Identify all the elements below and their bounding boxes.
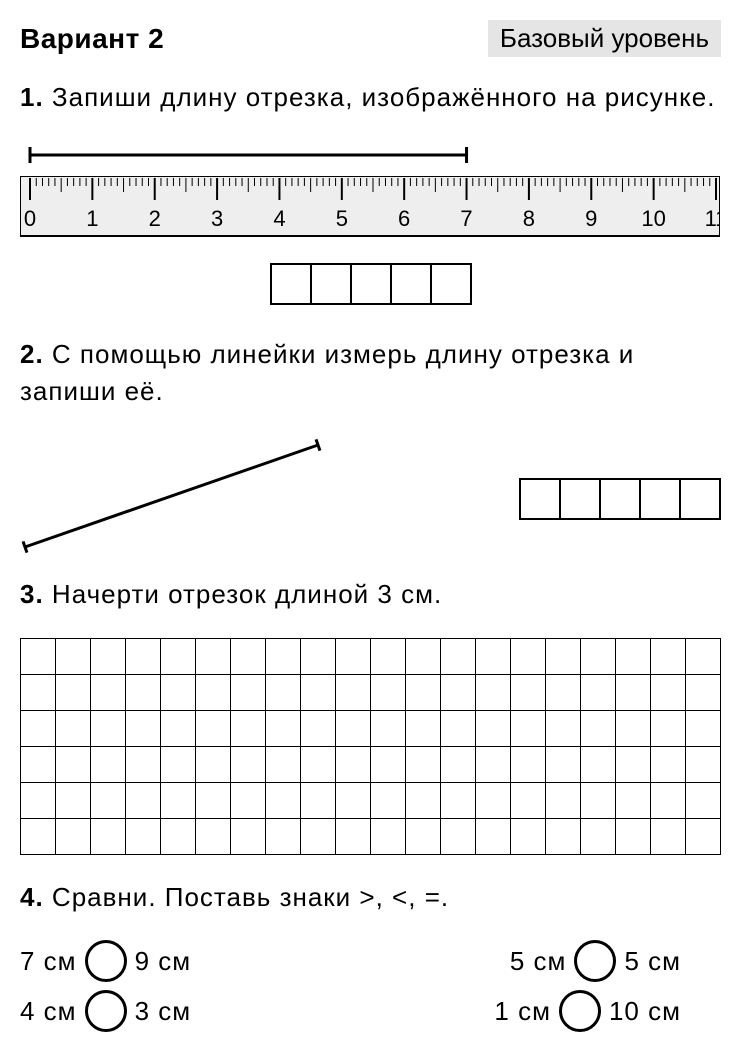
task-4-num: 4. [20, 882, 44, 912]
compare-item-1-right: 5 см 5 см [510, 940, 681, 982]
task-2-num: 2. [20, 339, 44, 369]
compare-val-b: 3 см [135, 996, 192, 1027]
task-2: 2. С помощью линейки измерь длину отрезк… [20, 336, 721, 411]
compare-circle[interactable] [559, 990, 601, 1032]
compare-item-2-right: 1 см 10 см [494, 990, 681, 1032]
task-1-segment [20, 141, 721, 172]
level-badge: Базовый уровень [488, 20, 721, 57]
task-1-ruler: 0 1 2 3 4 5 6 7 8 9 10 11 [20, 176, 720, 249]
task-4-text: Сравни. Поставь знаки >, <, =. [52, 882, 449, 912]
svg-text:11: 11 [705, 206, 720, 231]
task-2-segment [20, 435, 340, 562]
task-4-compare: 7 см 9 см 5 см 5 см 4 см 3 см 1 см 10 см [20, 940, 721, 1032]
task-1: 1. Запиши длину отрезка, изображённого н… [20, 79, 721, 117]
task-3-num: 3. [20, 579, 44, 609]
svg-text:4: 4 [273, 206, 285, 231]
worksheet-header: Вариант 2 Базовый уровень [20, 20, 721, 57]
task-4: 4. Сравни. Поставь знаки >, <, =. [20, 879, 721, 917]
task-2-row [20, 435, 721, 562]
compare-val-b: 5 см [624, 946, 681, 977]
compare-item-2-left: 4 см 3 см [20, 990, 191, 1032]
task-1-answer-wrap [20, 263, 721, 312]
compare-circle[interactable] [85, 940, 127, 982]
svg-text:6: 6 [398, 206, 410, 231]
task-1-answer-boxes[interactable] [270, 263, 472, 305]
task-3-grid[interactable] [20, 638, 721, 855]
task-1-num: 1. [20, 82, 44, 112]
compare-circle[interactable] [85, 990, 127, 1032]
task-2-answer-boxes[interactable] [519, 478, 721, 520]
compare-item-1-left: 7 см 9 см [20, 940, 191, 982]
svg-text:10: 10 [641, 206, 665, 231]
variant-title: Вариант 2 [20, 23, 164, 55]
task-1-text: Запиши длину отрезка, изображённого на р… [52, 82, 716, 112]
svg-text:7: 7 [460, 206, 472, 231]
svg-text:0: 0 [24, 206, 36, 231]
compare-val-b: 9 см [135, 946, 192, 977]
compare-row-1: 7 см 9 см 5 см 5 см [20, 940, 721, 982]
compare-val-b: 10 см [609, 996, 681, 1027]
task-3: 3. Начерти отрезок длиной 3 см. [20, 576, 721, 614]
task-2-text: С помощью линейки измерь длину отрезка и… [20, 339, 634, 407]
compare-row-2: 4 см 3 см 1 см 10 см [20, 990, 721, 1032]
compare-circle[interactable] [574, 940, 616, 982]
task-3-text: Начерти отрезок длиной 3 см. [52, 579, 442, 609]
svg-text:5: 5 [336, 206, 348, 231]
svg-text:3: 3 [211, 206, 223, 231]
svg-text:2: 2 [149, 206, 161, 231]
svg-text:9: 9 [585, 206, 597, 231]
compare-val-a: 7 см [20, 946, 77, 977]
compare-val-a: 1 см [494, 996, 551, 1027]
compare-val-a: 5 см [510, 946, 567, 977]
compare-val-a: 4 см [20, 996, 77, 1027]
svg-text:1: 1 [86, 206, 98, 231]
svg-text:8: 8 [523, 206, 535, 231]
